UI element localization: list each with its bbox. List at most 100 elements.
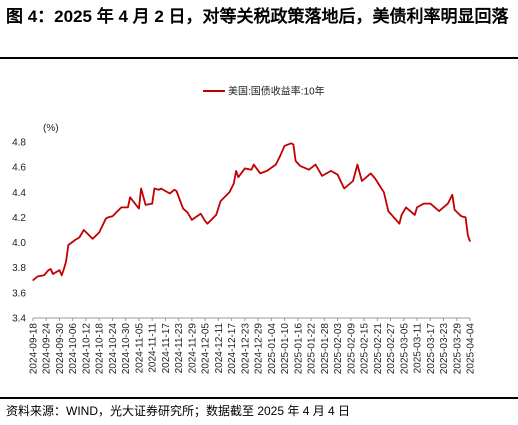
series-point xyxy=(356,164,358,166)
y-tick-label: 3.4 xyxy=(12,314,26,325)
series-point xyxy=(204,220,206,222)
x-tick-label: 2024-10-12 xyxy=(81,323,92,375)
series-point xyxy=(107,216,109,218)
x-tick-label: 2025-02-03 xyxy=(333,323,344,375)
y-tick-label: 4.0 xyxy=(12,238,26,249)
series-point xyxy=(266,170,268,172)
x-tick-label: 2025-03-23 xyxy=(439,323,450,375)
series-point xyxy=(140,187,142,190)
series-point xyxy=(405,206,407,208)
series-point xyxy=(83,229,85,231)
series-point xyxy=(200,213,202,215)
series-point xyxy=(127,206,129,208)
x-tick-label: 2024-09-24 xyxy=(42,323,53,375)
series-point xyxy=(279,155,281,157)
x-tick-label: 2024-10-30 xyxy=(121,323,132,375)
series-point xyxy=(206,223,208,225)
series-point xyxy=(387,210,389,212)
series-point xyxy=(36,275,39,278)
x-tick-label: 2024-11-05 xyxy=(134,323,145,374)
series-point xyxy=(145,204,147,206)
series-point xyxy=(61,274,63,276)
series-point xyxy=(295,160,297,162)
series-point xyxy=(308,169,310,171)
series-point xyxy=(105,218,107,220)
series-point xyxy=(438,210,440,212)
x-tick-label: 2024-11-11 xyxy=(148,323,159,373)
series-point xyxy=(215,214,217,216)
x-tick-label: 2025-03-17 xyxy=(426,323,437,375)
series-point xyxy=(352,180,354,182)
x-tick-label: 2024-12-11 xyxy=(214,323,225,374)
x-tick-label: 2024-10-06 xyxy=(68,323,79,375)
series-point xyxy=(58,269,61,271)
series-point xyxy=(233,182,235,185)
series-point xyxy=(423,203,425,205)
series-point xyxy=(160,187,162,190)
series-point xyxy=(299,165,301,167)
series-point xyxy=(182,208,184,210)
y-tick-label: 3.8 xyxy=(12,263,26,274)
series-point xyxy=(398,223,400,225)
y-tick-label: 4.6 xyxy=(12,163,26,174)
series-point xyxy=(414,214,416,216)
series-point xyxy=(151,203,153,205)
line-chart: 美国:国债收益率:10年 (%) 3.4 3.6 3.8 4.0 4.2 4.4 4.6 4.… xyxy=(12,85,477,375)
series-point xyxy=(290,142,292,144)
y-tick-label: 4.2 xyxy=(12,213,26,224)
x-axis-ticks: 2024-09-18 2024-09-24 2024-09-30 2024-10-06… xyxy=(29,318,477,374)
series-point xyxy=(374,177,376,180)
series-point xyxy=(47,269,50,271)
top-rule xyxy=(0,57,518,59)
y-tick-label: 4.4 xyxy=(12,188,26,199)
series-point xyxy=(401,214,403,216)
series-point xyxy=(191,219,193,221)
series-point xyxy=(120,206,122,208)
series-point xyxy=(259,172,261,174)
series-point xyxy=(416,206,418,208)
series-point xyxy=(237,176,239,178)
series-point xyxy=(63,268,65,270)
series-point xyxy=(129,196,131,198)
x-tick-label: 2025-01-28 xyxy=(320,323,331,375)
y-tick-label: 4.8 xyxy=(12,138,26,149)
series-point xyxy=(153,187,155,190)
x-tick-label: 2024-12-17 xyxy=(227,323,238,375)
x-tick-label: 2025-03-11 xyxy=(413,323,424,374)
series-point xyxy=(321,175,323,177)
series-point xyxy=(325,172,328,174)
series-point xyxy=(78,236,80,239)
legend: 美国:国债收益率:10年 xyxy=(203,85,325,98)
x-tick-label: 2024-11-17 xyxy=(161,323,172,374)
series-point xyxy=(275,164,277,166)
series-point xyxy=(220,200,222,202)
series-point xyxy=(138,208,140,210)
x-tick-label: 2025-04-04 xyxy=(466,323,477,375)
series-point xyxy=(253,164,255,166)
x-tick-label: 2025-02-09 xyxy=(346,323,357,375)
x-tick-label: 2025-01-16 xyxy=(293,323,304,375)
x-tick-label: 2024-11-29 xyxy=(187,323,198,374)
x-tick-label: 2024-10-24 xyxy=(108,323,119,375)
series-point xyxy=(228,191,230,193)
series-point xyxy=(235,170,237,172)
y-axis-ticks: 3.4 3.6 3.8 4.0 4.2 4.4 4.6 4.8 xyxy=(12,138,26,325)
x-tick-label: 2024-12-05 xyxy=(201,323,212,375)
series-point xyxy=(460,215,462,217)
series-point xyxy=(169,192,171,195)
series-point xyxy=(111,215,114,217)
series-point xyxy=(292,143,294,146)
series-point xyxy=(330,170,332,172)
x-tick-label: 2025-02-21 xyxy=(373,323,384,375)
series-point xyxy=(284,145,286,147)
series-point xyxy=(67,244,69,246)
series-point xyxy=(50,268,52,270)
series-point xyxy=(65,260,67,262)
series-point xyxy=(52,273,54,275)
series-point xyxy=(451,194,453,196)
x-tick-label: 2024-11-23 xyxy=(174,323,185,374)
series-point xyxy=(98,231,100,234)
series-point xyxy=(250,169,253,171)
legend-label: 美国:国债收益率:10年 xyxy=(228,85,325,98)
series-point xyxy=(383,191,385,193)
